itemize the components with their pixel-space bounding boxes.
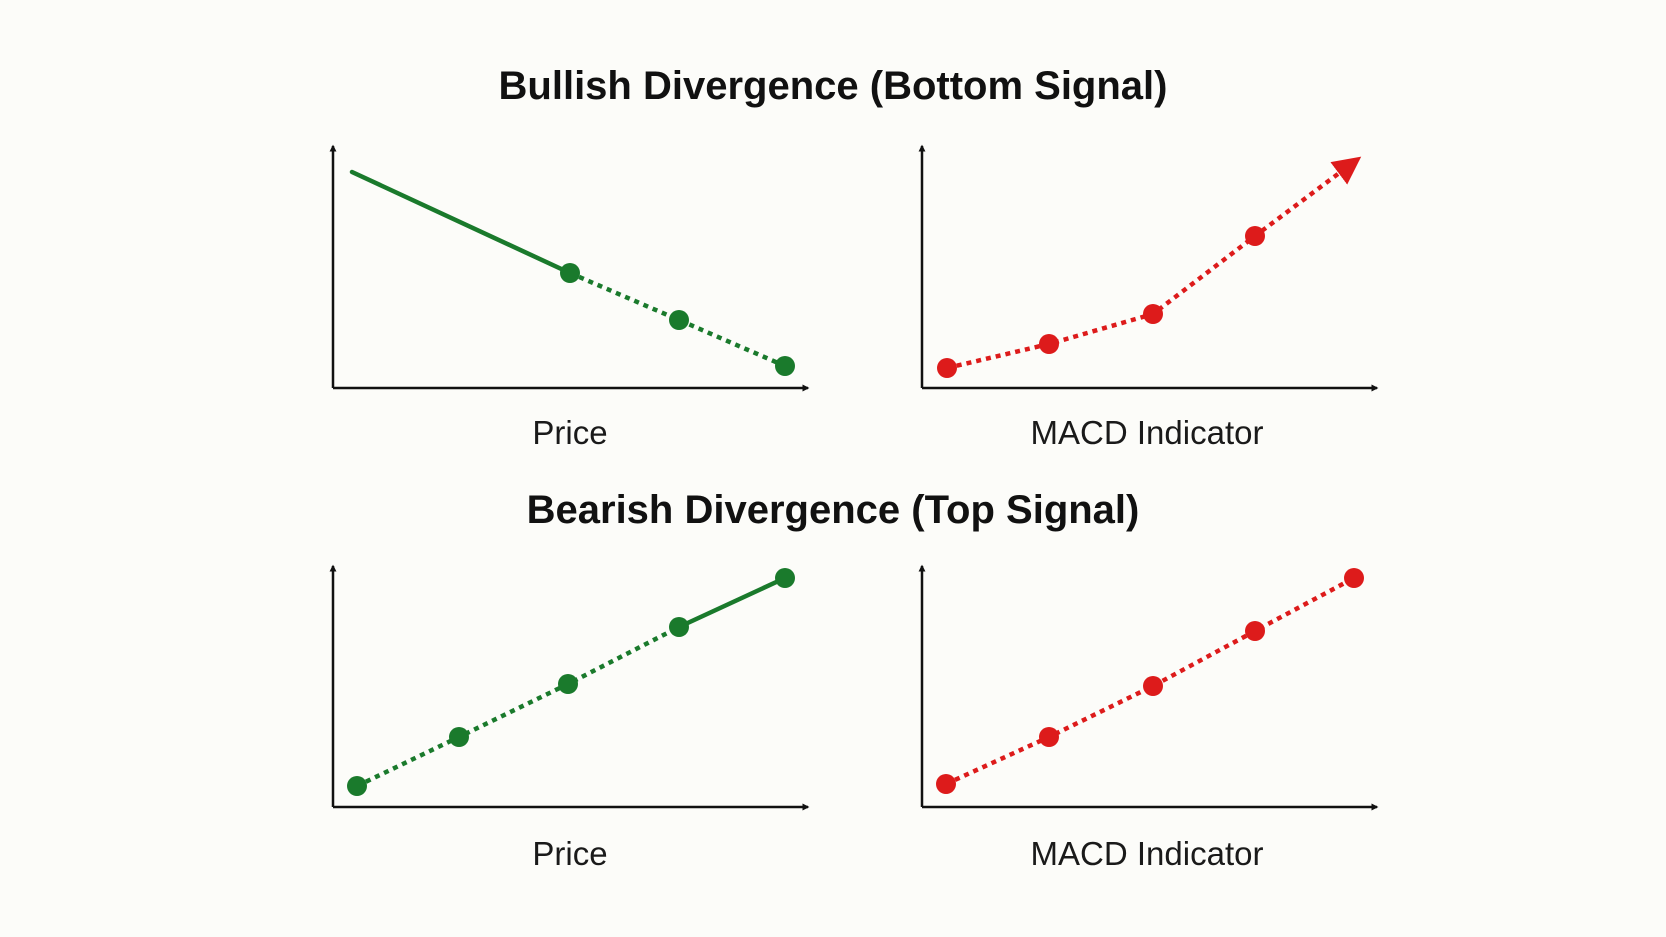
bullish-price-label: Price: [532, 414, 608, 451]
bearish-price-label: Price: [532, 835, 608, 872]
bearish-macd-point: [1245, 621, 1265, 641]
bearish-macd-point: [1143, 676, 1163, 696]
bullish-divergence-title: Bullish Divergence (Bottom Signal): [498, 64, 1168, 108]
bullish-price-solid-segment: [349, 169, 573, 276]
bearish-macd-point: [1039, 727, 1059, 747]
bearish-price-dotted-segment: [356, 624, 681, 789]
bullish-price-point: [560, 263, 580, 283]
bearish-price-point: [347, 776, 367, 796]
bearish-price-point: [558, 674, 578, 694]
bearish-price-solid-segment: [676, 575, 788, 630]
bullish-price-panel: [329, 144, 810, 392]
bullish-macd-dotted-line: [946, 156, 1362, 371]
bullish-macd-label: MACD Indicator: [1030, 414, 1264, 451]
bearish-macd-dotted-line: [945, 576, 1356, 787]
bullish-macd-point: [1245, 226, 1265, 246]
bullish-price-point: [775, 356, 795, 376]
bearish-macd-panel: [918, 564, 1379, 811]
bearish-price-point: [669, 617, 689, 637]
bearish-macd-point: [1344, 568, 1364, 588]
bearish-macd-label: MACD Indicator: [1030, 835, 1264, 872]
bullish-price-point: [669, 310, 689, 330]
bearish-price-point: [775, 568, 795, 588]
bearish-price-point: [449, 727, 469, 747]
bearish-macd-point: [936, 774, 956, 794]
bullish-macd-panel: [918, 144, 1379, 392]
bullish-macd-point: [1039, 334, 1059, 354]
bearish-divergence-title: Bearish Divergence (Top Signal): [526, 488, 1140, 532]
bearish-price-panel: [329, 564, 810, 811]
bullish-macd-point: [937, 358, 957, 378]
bullish-macd-point: [1143, 304, 1163, 324]
